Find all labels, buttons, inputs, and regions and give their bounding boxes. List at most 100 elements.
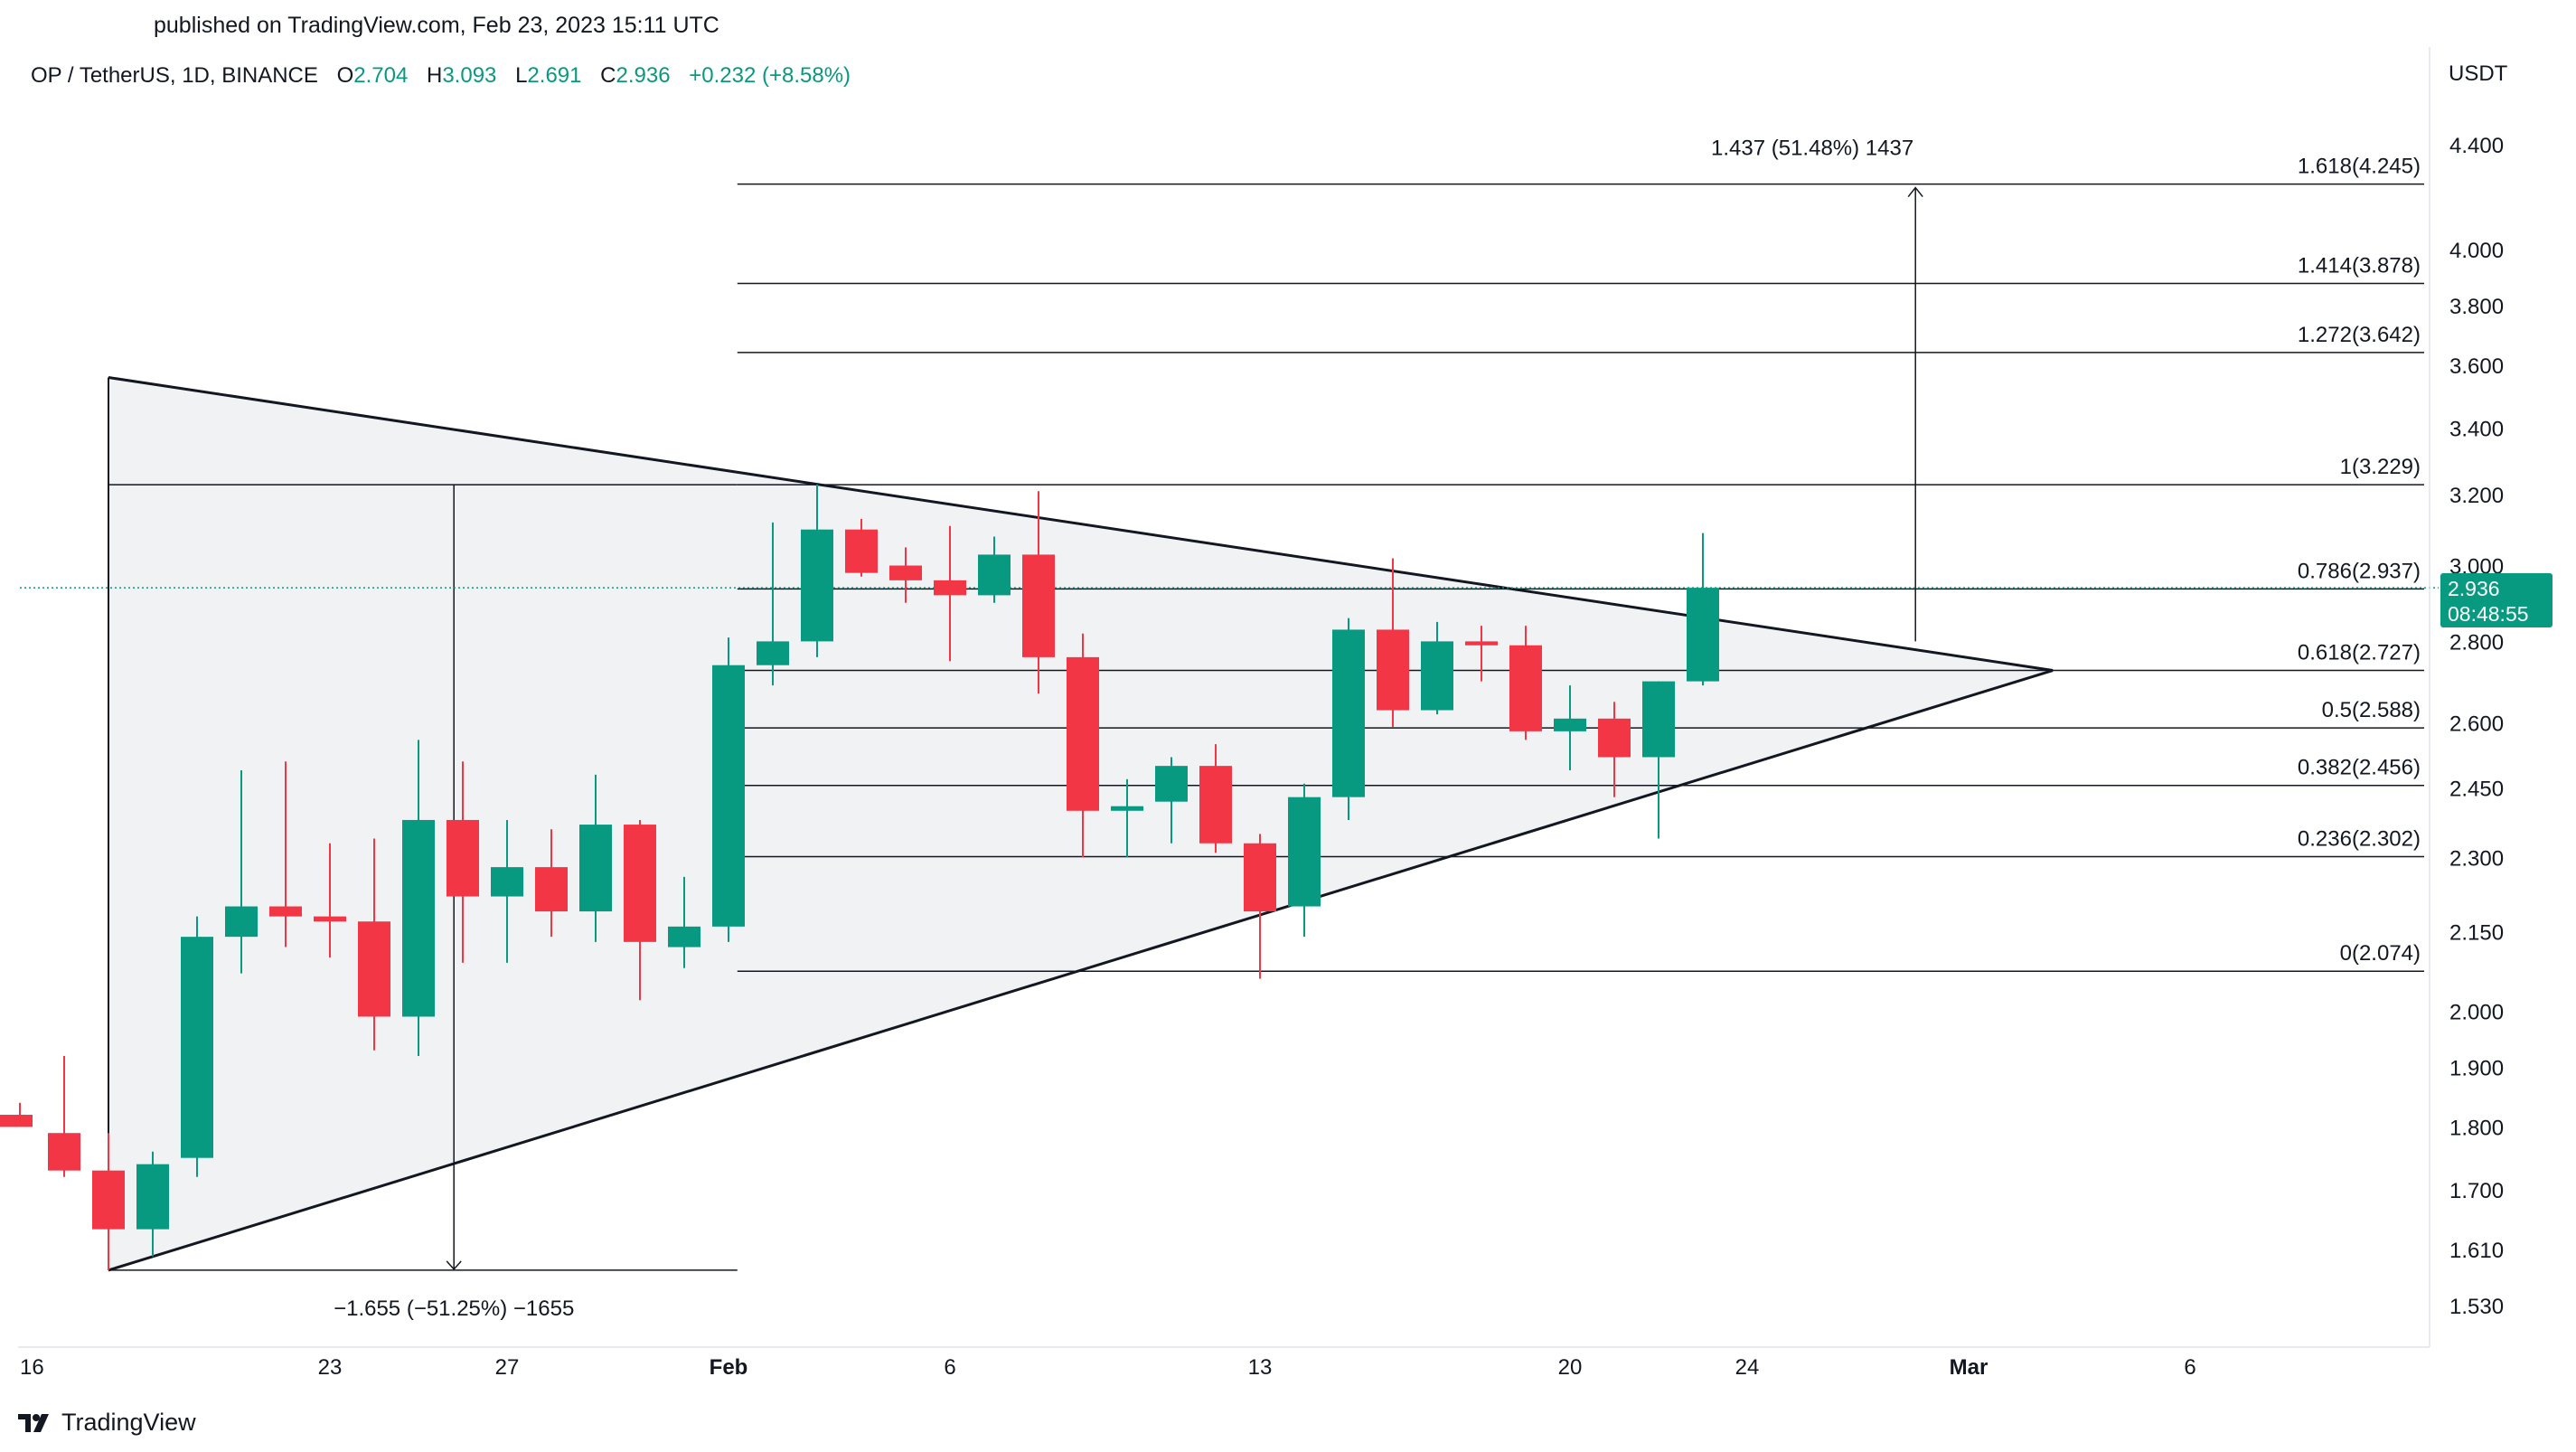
triangle-lower-line[interactable] (108, 669, 2054, 1272)
low-value: 2.691 (527, 63, 582, 88)
candle[interactable] (1288, 783, 1321, 938)
price-tick-label: 4.400 (2449, 134, 2504, 158)
last-price-value: 2.936 (2448, 577, 2500, 600)
candle-body (269, 906, 302, 917)
candle-body (1421, 641, 1453, 711)
candle-body (48, 1133, 80, 1171)
candle[interactable] (1642, 681, 1675, 839)
candle[interactable] (1598, 702, 1631, 797)
candle-body (712, 665, 745, 927)
candle[interactable] (181, 916, 213, 1177)
candle[interactable] (757, 522, 789, 686)
candle[interactable] (491, 819, 523, 963)
candle-body (1332, 629, 1365, 797)
candle-body (447, 819, 479, 897)
date-tick-label: Mar (1950, 1355, 1988, 1380)
candle[interactable] (225, 770, 258, 974)
candle[interactable] (92, 1133, 125, 1270)
candle[interactable] (1067, 633, 1099, 858)
candle-body (624, 825, 656, 942)
candle[interactable] (624, 819, 656, 1001)
candle[interactable] (934, 525, 966, 662)
candle-body (225, 906, 258, 938)
candle-body (491, 867, 523, 897)
candle[interactable] (579, 774, 612, 942)
close-label: C (600, 63, 616, 88)
candle-body (1642, 681, 1675, 758)
candle[interactable] (801, 484, 833, 657)
fib-level-label: 0.786(2.937) (2298, 559, 2421, 583)
candle-body (845, 529, 878, 573)
date-tick-label: 6 (2184, 1355, 2195, 1380)
candle[interactable] (1244, 834, 1276, 979)
fib-level-label: 1.272(3.642) (2298, 323, 2421, 347)
fib-level-label: 1.414(3.878) (2298, 254, 2421, 278)
candle-body (978, 554, 1011, 596)
candle[interactable] (712, 637, 745, 942)
close-value: 2.936 (616, 63, 671, 88)
candle-body (668, 926, 700, 948)
date-tick-label: 20 (1558, 1355, 1583, 1380)
candle[interactable] (358, 838, 390, 1051)
price-tick-label: 4.000 (2449, 239, 2504, 263)
triangle-upper-line[interactable] (108, 376, 2054, 672)
candles-layer (0, 484, 1719, 1270)
candle-body (0, 1115, 33, 1127)
candle[interactable] (1111, 778, 1143, 858)
date-tick-label: 27 (495, 1355, 520, 1380)
candle[interactable] (1687, 533, 1719, 686)
low-label: L (515, 63, 528, 88)
price-tick-label: 1.900 (2449, 1057, 2504, 1081)
candle[interactable] (0, 1102, 33, 1127)
candle[interactable] (136, 1151, 169, 1257)
candle-body (358, 921, 390, 1017)
date-tick-label: 23 (318, 1355, 343, 1380)
candle[interactable] (1199, 744, 1232, 853)
candle[interactable] (668, 876, 700, 968)
candle-body (136, 1164, 169, 1230)
price-tick-label: 1.800 (2449, 1116, 2504, 1140)
candle[interactable] (1554, 685, 1586, 771)
fib-level-label: 0.236(2.302) (2298, 826, 2421, 851)
currency-label: USDT (2449, 61, 2508, 86)
target-measure-label: 1.437 (51.48%) 1437 (1711, 137, 1913, 161)
price-tick-label: 2.800 (2449, 630, 2504, 655)
candle-body (1598, 718, 1631, 758)
price-tick-label: 2.300 (2449, 847, 2504, 872)
drop-measure-label: −1.655 (−51.25%) −1655 (334, 1296, 574, 1321)
candle[interactable] (1022, 491, 1055, 694)
date-tick-label: 13 (1248, 1355, 1273, 1380)
candle[interactable] (845, 518, 878, 577)
price-tick-label: 1.610 (2449, 1239, 2504, 1263)
candle-body (181, 937, 213, 1158)
candle-body (1288, 797, 1321, 907)
candle[interactable] (1465, 626, 1498, 682)
candle-body (1377, 629, 1409, 711)
price-tick-label: 3.400 (2449, 417, 2504, 441)
candle[interactable] (402, 740, 435, 1057)
candle[interactable] (447, 761, 479, 963)
candle[interactable] (1332, 618, 1365, 820)
high-value: 3.093 (442, 63, 497, 88)
candle[interactable] (1377, 558, 1409, 728)
candle[interactable] (1509, 626, 1542, 740)
last-price-tag: 2.936 08:48:55 (2440, 573, 2552, 627)
tradingview-logo-icon (18, 1413, 49, 1432)
candle[interactable] (535, 829, 568, 938)
candle[interactable] (889, 547, 922, 603)
target-arrowhead (1907, 186, 1923, 198)
price-tick-label: 1.530 (2449, 1295, 2504, 1319)
bar-countdown: 08:48:55 (2448, 602, 2529, 626)
candle[interactable] (1421, 621, 1453, 715)
candle[interactable] (1155, 757, 1188, 844)
candle-body (535, 867, 568, 912)
tradingview-brand[interactable]: TradingView (18, 1409, 196, 1437)
candle[interactable] (978, 536, 1011, 603)
symbol-name[interactable]: OP / TetherUS, 1D, BINANCE (31, 63, 318, 88)
candle[interactable] (48, 1056, 80, 1177)
date-tick-label: 24 (1735, 1355, 1760, 1380)
candle[interactable] (269, 761, 302, 948)
candle[interactable] (314, 843, 346, 958)
price-tick-label: 3.600 (2449, 354, 2504, 379)
